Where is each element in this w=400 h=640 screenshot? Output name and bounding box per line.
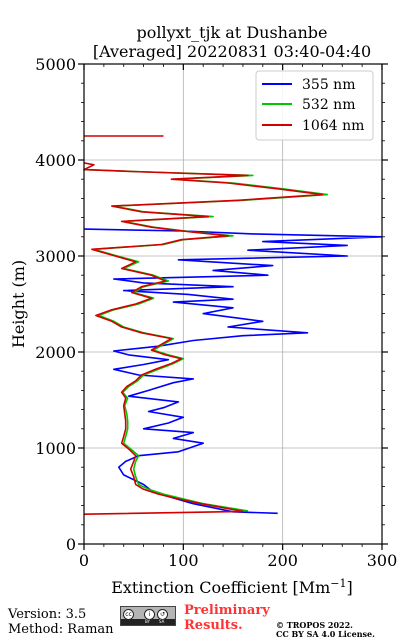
- preliminary-line-1: Preliminary: [184, 603, 270, 618]
- plot-frame: [83, 63, 383, 545]
- y-tick-label: 3000: [35, 247, 76, 266]
- chart-title: pollyxt_tjk at Dushanbe: [136, 23, 327, 42]
- y-tick-label: 5000: [35, 55, 76, 74]
- copyright-line-1: © TROPOS 2022.: [276, 620, 353, 630]
- legend-label-532: 532 nm: [302, 97, 355, 113]
- cc-by-text: BY: [145, 619, 150, 624]
- version-text: Version: 3.5: [8, 607, 87, 622]
- y-tick-label: 1000: [35, 439, 76, 458]
- legend-label-355: 355 nm: [302, 77, 355, 93]
- legend: 355 nm 532 nm 1064 nm: [255, 70, 374, 141]
- method-text: Method: Raman: [8, 622, 114, 637]
- series-line-532-nm-1: [83, 168, 329, 512]
- preliminary-line-2: Results.: [184, 618, 243, 633]
- x-tick-label: 300: [367, 551, 398, 570]
- y-tick-label: 2000: [35, 343, 76, 362]
- y-axis-label: Height (m): [9, 260, 28, 348]
- chart-subtitle: [Averaged] 20220831 03:40-04:40: [93, 42, 371, 61]
- cc-badge-bar: [121, 619, 175, 625]
- cc-license-badge: cc i ↺ BY SA: [120, 606, 176, 626]
- y-tick-label: 4000: [35, 151, 76, 170]
- copyright-line-2: CC BY SA 4.0 License.: [276, 629, 375, 639]
- x-axis-label: Extinction Coefficient [Mm−1]: [111, 577, 353, 597]
- x-tick-label: 200: [267, 551, 298, 570]
- cc-sa-text: SA: [159, 619, 165, 624]
- x-tick-label: 100: [168, 551, 199, 570]
- series-group: [83, 135, 383, 515]
- legend-box: [255, 70, 374, 141]
- x-tick-label: 0: [79, 551, 89, 570]
- series-line-1064-nm-2: [83, 162, 324, 515]
- series-line-355-nm-0: [83, 228, 383, 515]
- y-tick-label: 0: [66, 535, 76, 554]
- legend-label-1064: 1064 nm: [302, 118, 364, 134]
